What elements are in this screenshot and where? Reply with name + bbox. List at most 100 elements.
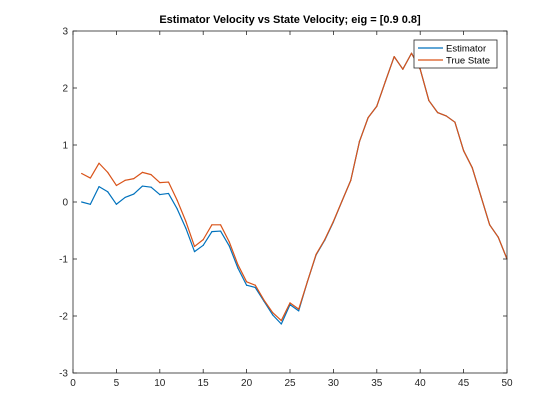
data-point bbox=[428, 99, 430, 102]
data-point bbox=[471, 167, 473, 169]
y-tick-label: 0 bbox=[62, 198, 68, 209]
data-point bbox=[89, 177, 91, 179]
data-point bbox=[384, 80, 387, 82]
data-point bbox=[341, 200, 343, 202]
data-point bbox=[402, 68, 404, 70]
data-point bbox=[298, 310, 300, 312]
data-point bbox=[237, 267, 239, 269]
data-point bbox=[124, 179, 126, 181]
data-point bbox=[176, 208, 178, 210]
data-point bbox=[350, 179, 352, 181]
data-point bbox=[159, 193, 161, 196]
data-point bbox=[324, 239, 326, 241]
data-point bbox=[211, 224, 213, 226]
legend-label: True State bbox=[446, 56, 490, 67]
x-tick-label: 30 bbox=[328, 378, 340, 389]
x-tick-label: 15 bbox=[198, 378, 210, 389]
data-point bbox=[193, 250, 196, 253]
data-point bbox=[298, 308, 300, 310]
data-point bbox=[445, 115, 447, 117]
data-point bbox=[367, 117, 369, 119]
data-point bbox=[272, 311, 274, 314]
x-tick-label: 50 bbox=[501, 378, 513, 389]
legend-box bbox=[413, 39, 498, 69]
data-point bbox=[358, 140, 361, 143]
data-point bbox=[124, 196, 126, 199]
x-tick-label: 0 bbox=[70, 378, 76, 389]
y-tick-label: -1 bbox=[59, 255, 68, 266]
y-tick-label: -3 bbox=[59, 369, 68, 380]
data-point bbox=[419, 68, 421, 70]
data-point bbox=[107, 191, 109, 193]
data-point bbox=[393, 56, 395, 58]
data-point bbox=[289, 302, 291, 304]
data-point bbox=[159, 182, 161, 184]
x-tick-label: 5 bbox=[114, 378, 120, 389]
data-point bbox=[254, 286, 256, 289]
data-point bbox=[185, 220, 187, 222]
data-point bbox=[280, 319, 282, 322]
data-point bbox=[246, 284, 248, 286]
data-point bbox=[202, 239, 204, 241]
data-point bbox=[254, 284, 256, 286]
data-point bbox=[237, 264, 239, 266]
data-point bbox=[376, 105, 378, 107]
data-point bbox=[410, 52, 413, 54]
data-point bbox=[280, 323, 282, 325]
plot-area bbox=[73, 31, 507, 373]
data-point bbox=[141, 185, 144, 187]
data-point bbox=[454, 121, 456, 123]
data-point bbox=[81, 201, 83, 203]
series-layer bbox=[81, 52, 508, 325]
y-tick-label: 1 bbox=[62, 141, 68, 152]
data-point bbox=[115, 203, 117, 205]
data-point bbox=[211, 231, 213, 233]
data-point bbox=[133, 178, 135, 180]
data-point bbox=[98, 162, 100, 164]
x-tick-label: 20 bbox=[241, 378, 253, 389]
data-point bbox=[81, 172, 83, 175]
data-point bbox=[480, 195, 482, 197]
x-tick-label: 10 bbox=[154, 378, 166, 389]
chart-title: Estimator Velocity vs State Velocity; ei… bbox=[159, 14, 421, 26]
data-point bbox=[306, 281, 308, 283]
y-tick-label: -2 bbox=[59, 312, 68, 323]
data-point bbox=[489, 224, 491, 226]
x-tick-label: 35 bbox=[371, 378, 383, 389]
data-point bbox=[193, 245, 196, 248]
data-point bbox=[115, 184, 117, 187]
data-point bbox=[228, 241, 230, 243]
data-point bbox=[167, 192, 170, 195]
x-tick-label: 25 bbox=[284, 378, 296, 389]
data-point bbox=[315, 253, 317, 256]
data-point bbox=[141, 171, 144, 173]
data-point bbox=[272, 314, 274, 316]
x-tick-label: 40 bbox=[415, 378, 427, 389]
axes-layer: 0 5 10 15 20 25 30 35 40 45 50 -3 -2 -1 0 1 2 3 bbox=[59, 27, 513, 390]
data-point bbox=[133, 193, 135, 195]
y-tick-label: 2 bbox=[62, 84, 68, 95]
data-point bbox=[497, 236, 499, 238]
data-point bbox=[246, 281, 248, 283]
data-point bbox=[332, 220, 334, 222]
data-point bbox=[150, 174, 152, 176]
data-point bbox=[219, 230, 222, 232]
data-point bbox=[89, 203, 91, 205]
data-point bbox=[107, 171, 109, 173]
data-point bbox=[185, 227, 187, 229]
data-point bbox=[98, 186, 100, 188]
data-point bbox=[436, 111, 439, 114]
data-point bbox=[219, 224, 222, 226]
data-point bbox=[202, 244, 204, 246]
data-point bbox=[463, 150, 465, 152]
x-tick-label: 45 bbox=[458, 378, 470, 389]
data-point bbox=[228, 245, 230, 247]
data-point bbox=[167, 181, 170, 183]
data-point bbox=[176, 199, 178, 201]
data-point bbox=[263, 299, 265, 301]
series-line-true-state bbox=[81, 52, 508, 322]
y-tick-label: 3 bbox=[62, 27, 68, 38]
legend-label: Estimator bbox=[446, 44, 486, 55]
